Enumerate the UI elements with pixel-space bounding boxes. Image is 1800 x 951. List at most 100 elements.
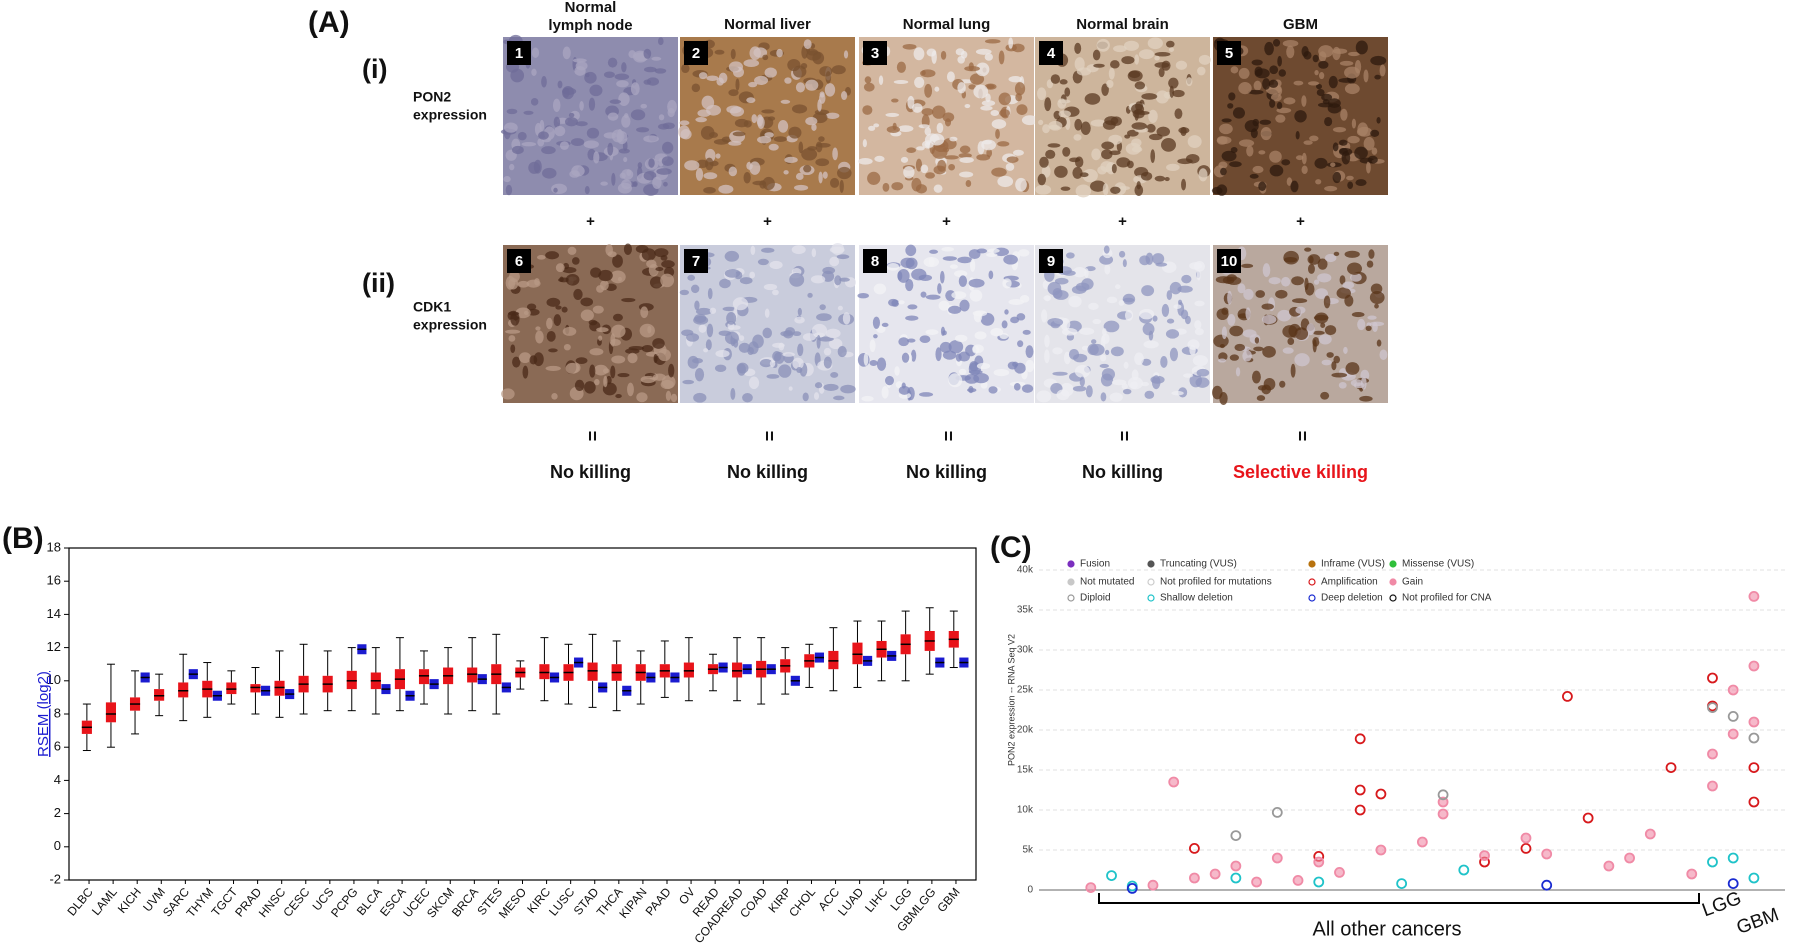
cell bbox=[1075, 184, 1092, 198]
cell bbox=[1226, 276, 1242, 286]
cell bbox=[1041, 309, 1048, 323]
y-tick-label: 6 bbox=[54, 739, 61, 754]
cell bbox=[783, 330, 794, 339]
cell bbox=[1301, 95, 1307, 107]
cell bbox=[959, 157, 974, 164]
badge bbox=[507, 41, 531, 65]
cell bbox=[636, 127, 650, 133]
cell bbox=[970, 259, 976, 272]
cell bbox=[575, 121, 588, 127]
cell bbox=[1333, 251, 1340, 256]
point bbox=[1541, 879, 1553, 891]
cell bbox=[1340, 108, 1348, 121]
cell bbox=[617, 182, 633, 194]
point bbox=[1334, 867, 1345, 878]
cell bbox=[829, 177, 840, 188]
cell bbox=[942, 330, 947, 336]
cell bbox=[1084, 93, 1101, 105]
point bbox=[1707, 672, 1718, 684]
cell bbox=[1175, 60, 1188, 70]
cell bbox=[508, 278, 519, 290]
cell bbox=[680, 129, 692, 140]
x-tick-label: COAD bbox=[737, 885, 770, 921]
box bbox=[226, 682, 237, 695]
cell bbox=[607, 57, 618, 68]
box bbox=[732, 662, 743, 678]
cell bbox=[1097, 165, 1108, 175]
cell bbox=[1139, 308, 1155, 320]
cell bbox=[643, 66, 657, 73]
cell bbox=[1161, 303, 1170, 317]
cell bbox=[949, 136, 958, 142]
legend-label: Not profiled for mutations bbox=[1160, 577, 1272, 588]
cell bbox=[914, 76, 925, 88]
column-title: Normal bbox=[565, 0, 617, 16]
cell bbox=[794, 184, 809, 191]
point bbox=[1251, 876, 1262, 888]
cell bbox=[546, 330, 556, 342]
cell bbox=[802, 392, 809, 402]
cell bbox=[589, 348, 604, 356]
cell bbox=[1343, 346, 1348, 354]
cell bbox=[946, 71, 955, 83]
cell bbox=[1006, 156, 1019, 163]
legend-label: Truncating (VUS) bbox=[1160, 559, 1237, 570]
cell bbox=[948, 163, 956, 171]
legend-marker bbox=[1067, 594, 1075, 602]
cell bbox=[1018, 249, 1030, 257]
cell bbox=[1282, 347, 1294, 354]
legend-marker bbox=[1147, 578, 1155, 586]
cell bbox=[1238, 139, 1255, 147]
cell bbox=[1292, 298, 1308, 304]
cell bbox=[837, 346, 847, 358]
cell bbox=[703, 187, 716, 194]
point bbox=[1562, 691, 1573, 702]
cell bbox=[724, 331, 739, 345]
cell bbox=[1124, 309, 1134, 321]
cell bbox=[921, 108, 934, 116]
x-tick-label: BRCA bbox=[449, 885, 481, 920]
cell bbox=[602, 368, 610, 374]
cell bbox=[1138, 49, 1155, 60]
cell bbox=[535, 330, 544, 344]
cell bbox=[1290, 363, 1296, 378]
cell bbox=[643, 171, 657, 181]
cell bbox=[815, 158, 830, 167]
cell bbox=[939, 341, 952, 353]
cell bbox=[819, 66, 833, 77]
cell bbox=[958, 153, 972, 159]
cell bbox=[1338, 381, 1347, 389]
cell bbox=[969, 73, 985, 85]
cell bbox=[1376, 117, 1381, 124]
cell bbox=[649, 276, 664, 289]
cell bbox=[643, 79, 652, 85]
cell bbox=[1379, 349, 1388, 361]
cell bbox=[1183, 373, 1194, 378]
cell bbox=[1154, 52, 1171, 57]
cell bbox=[623, 157, 628, 163]
cell bbox=[1050, 74, 1061, 84]
cell bbox=[907, 304, 918, 310]
cell bbox=[1131, 122, 1148, 130]
cell bbox=[748, 81, 758, 88]
cell bbox=[1103, 245, 1110, 254]
box bbox=[346, 670, 357, 690]
cell bbox=[1102, 183, 1109, 196]
cell bbox=[816, 313, 832, 322]
cell bbox=[1238, 67, 1250, 79]
cell bbox=[1278, 69, 1286, 77]
cell bbox=[1101, 333, 1110, 345]
cell bbox=[573, 288, 583, 300]
cell bbox=[772, 289, 779, 296]
cell bbox=[1258, 150, 1266, 155]
cell bbox=[615, 394, 622, 399]
cell bbox=[565, 362, 580, 374]
cell bbox=[1168, 47, 1175, 52]
cell bbox=[537, 137, 545, 147]
cell bbox=[623, 243, 632, 255]
cell bbox=[948, 373, 963, 388]
cell bbox=[816, 142, 831, 148]
cell bbox=[691, 83, 701, 93]
cell bbox=[986, 148, 993, 158]
cell bbox=[1198, 168, 1208, 182]
